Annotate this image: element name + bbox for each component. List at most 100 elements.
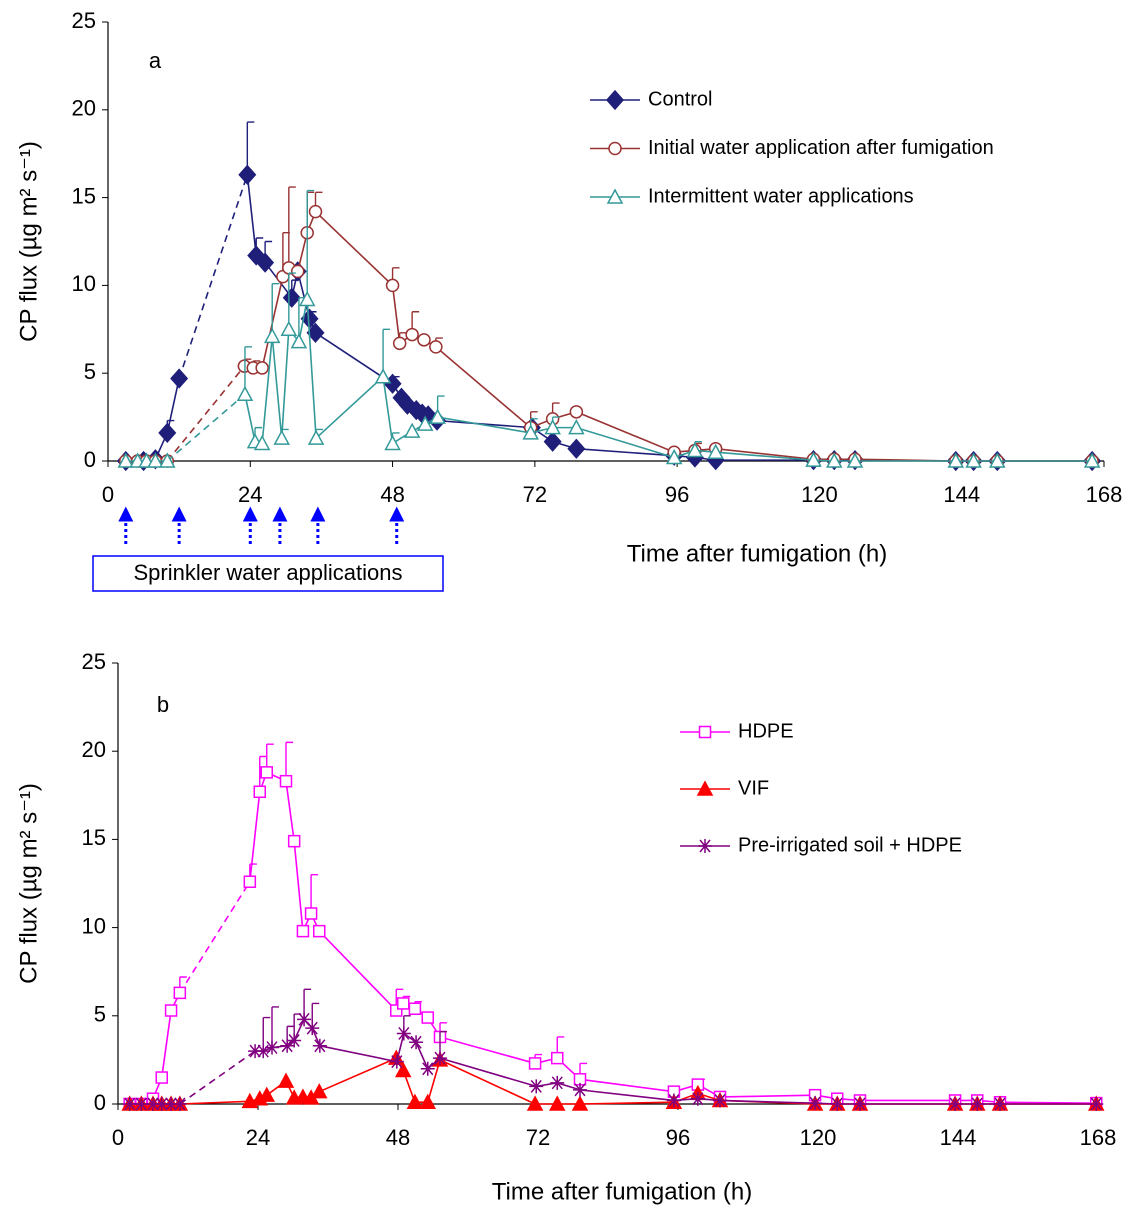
x-tick-label: 144 [943,482,980,507]
marker [265,1040,279,1055]
marker [253,434,271,451]
marker [238,164,257,185]
marker [154,1097,169,1111]
y-tick-label: 15 [82,825,106,850]
legend-marker [608,141,622,156]
marker [389,1054,404,1069]
marker [306,322,325,343]
marker [522,424,539,440]
x-tick-label: 48 [386,1125,410,1150]
marker [396,1026,411,1041]
marker [279,774,293,788]
marker [947,452,965,468]
marker [433,1051,447,1066]
series-line [244,299,1093,462]
marker [548,1095,566,1111]
x-tick-label: 120 [800,1125,837,1150]
marker [290,264,305,279]
error-bar [306,189,315,300]
marker [164,1004,178,1017]
marker [172,1097,187,1111]
y-tick-label: 5 [84,359,96,384]
marker [392,336,407,351]
marker [155,1071,168,1084]
y-tick-label: 25 [72,8,96,33]
marker [312,1038,327,1053]
marker [313,924,326,938]
error-bar [288,186,296,268]
error-bar [382,328,391,377]
marker [419,1093,437,1109]
marker [993,1097,1007,1111]
marker [147,452,164,468]
marker [146,1097,160,1111]
legend-marker [698,725,712,739]
series-line [166,365,245,462]
marker [808,1096,823,1111]
marker [170,368,189,389]
marker [846,452,864,468]
marker [665,448,683,465]
marker [551,1051,564,1065]
marker [277,1072,295,1088]
marker [571,1095,589,1111]
marker [253,785,266,799]
x-tick-label: 72 [526,1125,550,1150]
marker [390,1004,403,1017]
x-tick-label: 0 [102,482,114,507]
marker [397,997,410,1010]
series-line [249,771,1097,1104]
marker [573,1082,587,1097]
marker [417,333,431,347]
series-line [179,881,251,994]
x-tick-label: 72 [523,482,547,507]
y-tick-label: 5 [94,1002,106,1027]
marker [173,986,187,1000]
marker [296,924,310,938]
x-tick-label: 168 [1086,482,1123,507]
x-tick-label: 24 [246,1125,270,1150]
marker [948,1097,963,1111]
marker [287,834,301,848]
y-tick-label: 10 [72,271,96,296]
marker [260,766,273,779]
y-tick-label: 20 [82,737,106,762]
marker [280,1038,295,1053]
panel-label: a [149,48,162,73]
error-bar [310,873,319,914]
marker [853,1097,867,1111]
marker [298,290,316,307]
marker [280,320,298,337]
legend-label: VIF [738,777,769,799]
marker [158,422,177,444]
annotation-box [92,555,444,592]
marker [256,1044,271,1059]
x-tick-label: 120 [801,482,838,507]
x-tick-label: 144 [940,1125,977,1150]
marker [543,431,562,452]
panel-label: b [157,692,169,717]
marker [263,327,281,344]
marker [989,452,1006,468]
error-bar [271,282,280,337]
marker [830,1097,845,1111]
marker [1083,452,1101,468]
marker [282,287,301,308]
marker [666,1093,681,1108]
marker [965,452,982,468]
y-tick-label: 15 [72,183,96,208]
marker [713,1093,727,1108]
legend-label: Pre-irrigated soil + HDPE [738,834,962,856]
x-tick-label: 96 [666,1125,690,1150]
series-line [179,1050,256,1105]
marker [970,1097,985,1111]
x-axis-label: Time after fumigation (h) [492,1178,753,1205]
marker [707,443,724,459]
legend-marker [605,89,625,111]
marker [567,438,586,459]
marker [134,1097,149,1111]
marker [528,1057,542,1070]
series-line [125,378,180,462]
marker [307,429,325,445]
